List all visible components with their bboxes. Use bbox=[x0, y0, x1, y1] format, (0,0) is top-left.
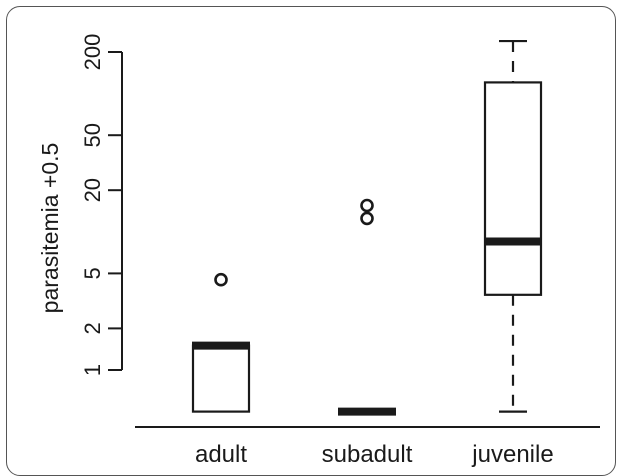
outlier-point bbox=[214, 272, 228, 287]
y-tick-label: 1 bbox=[80, 364, 105, 376]
box-subadult bbox=[338, 198, 396, 416]
x-tick-label-adult: adult bbox=[195, 441, 247, 468]
box-adult bbox=[191, 272, 251, 413]
chart-marks bbox=[191, 39, 543, 416]
y-tick-label: 5 bbox=[80, 267, 105, 279]
outlier-point bbox=[360, 198, 374, 213]
x-tick-label-juvenile: juvenile bbox=[471, 441, 553, 468]
y-tick-label: 2 bbox=[80, 322, 105, 334]
box-iqr bbox=[483, 81, 543, 296]
y-tick-label: 200 bbox=[80, 34, 105, 71]
box-iqr bbox=[191, 344, 251, 413]
outlier-point bbox=[360, 211, 374, 226]
y-axis-label: parasitemia +0.5 bbox=[37, 143, 63, 314]
axes: 1 2 5 20 50 200 adult subadult juvenile bbox=[80, 34, 600, 468]
y-tick-label: 20 bbox=[80, 178, 105, 202]
y-tick-label: 50 bbox=[80, 123, 105, 147]
x-tick-label-subadult: subadult bbox=[322, 441, 413, 468]
box-juvenile bbox=[483, 39, 543, 413]
